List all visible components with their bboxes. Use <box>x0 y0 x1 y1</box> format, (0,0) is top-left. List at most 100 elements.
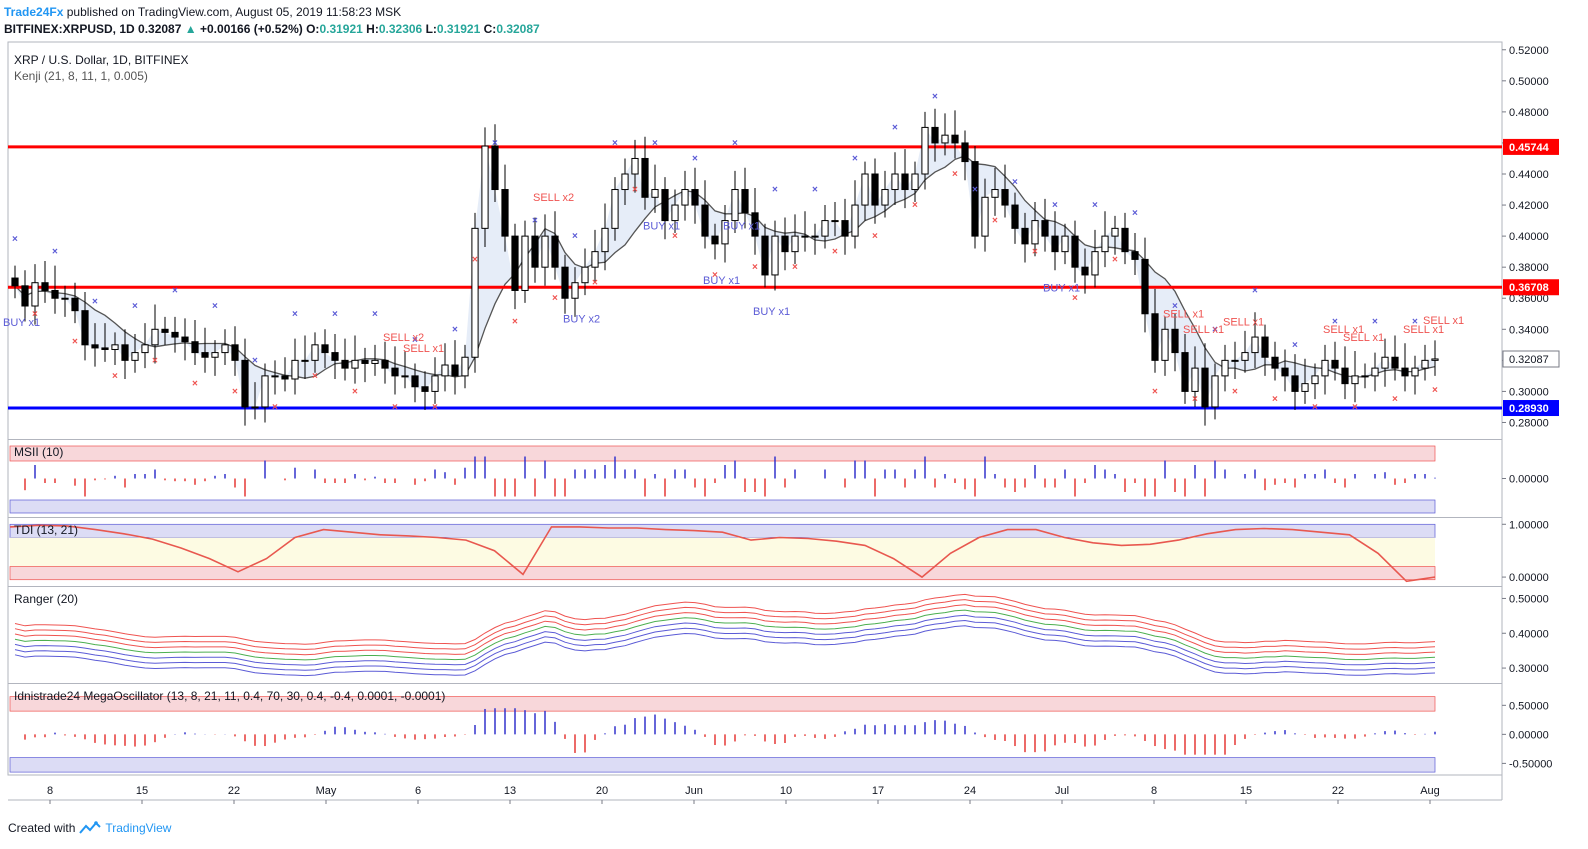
close-value: 0.32087 <box>496 22 540 36</box>
time-tick-label: 22 <box>1332 785 1344 797</box>
trade-marker: × <box>1272 394 1278 405</box>
candle-body <box>581 266 589 284</box>
candle-body <box>1241 352 1249 361</box>
candle-body <box>751 212 759 237</box>
candle-body <box>1121 227 1129 253</box>
candle-body <box>261 375 269 408</box>
candle-body <box>331 352 339 361</box>
up-arrow-icon: ▲ <box>184 22 197 36</box>
candle-body <box>1021 227 1029 245</box>
candle-body <box>1281 367 1289 377</box>
candle-body <box>51 289 59 299</box>
candle-body <box>1101 235 1109 253</box>
low-label: L: <box>425 22 437 36</box>
candle-body <box>241 359 249 408</box>
price-tick-label: 0.40000 <box>1509 231 1549 243</box>
pane-mega-tick-label: -0.50000 <box>1509 758 1552 770</box>
chart-header: Trade24Fx published on TradingView.com, … <box>4 4 540 38</box>
candle-body <box>1151 313 1159 361</box>
ranger-line-6 <box>14 625 1436 677</box>
trade-marker: × <box>672 231 678 242</box>
candle-body <box>801 235 809 238</box>
trade-marker: × <box>1412 317 1418 328</box>
last-price-tag <box>1502 350 1560 368</box>
candle-body <box>641 157 649 198</box>
trade-label: SELL x1 <box>1343 332 1384 344</box>
time-tick-label: 24 <box>964 785 976 797</box>
pane-mega-title: Idnistrade24 MegaOscillator (13, 8, 21, … <box>14 689 445 703</box>
trade-marker: × <box>432 402 438 413</box>
candle-body <box>951 134 959 144</box>
trade-label: SELL x1 <box>1423 315 1464 327</box>
candle-body <box>761 235 769 276</box>
candle-body <box>1031 220 1039 245</box>
trade-marker: × <box>92 296 98 307</box>
trade-marker: × <box>232 386 238 397</box>
candle-body <box>401 375 409 378</box>
tradingview-logo-icon <box>79 821 102 834</box>
candle-body <box>561 266 569 299</box>
tradingview-brand[interactable]: TradingView <box>105 821 172 835</box>
time-tick-label: 22 <box>228 785 240 797</box>
candle-body <box>1041 220 1049 237</box>
trade-marker: × <box>1152 386 1158 397</box>
candle-body <box>1161 328 1169 361</box>
candle-body <box>711 235 719 245</box>
candle-body <box>311 344 319 361</box>
trade-marker: × <box>1372 317 1378 328</box>
trade-marker: × <box>752 262 758 273</box>
candle-body <box>1051 235 1059 253</box>
created-with-text: Created with <box>8 821 76 835</box>
trade-marker: × <box>872 231 878 242</box>
trade-marker: × <box>612 138 618 149</box>
candle-body <box>1341 367 1349 385</box>
trade-marker: × <box>632 185 638 196</box>
trade-label: SELL x1 <box>1163 309 1204 321</box>
trade-marker: × <box>12 234 18 245</box>
candle-body <box>591 251 599 268</box>
msii-upper-zone <box>9 445 1436 462</box>
candle-body <box>721 220 729 245</box>
ranger-line-2 <box>14 604 1436 656</box>
candle-body <box>991 189 999 198</box>
trade-marker: × <box>1012 177 1018 188</box>
trade-label: SELL x1 <box>1183 324 1224 336</box>
candle-body <box>201 352 209 358</box>
candle-body <box>181 336 189 343</box>
trade-marker: × <box>292 309 298 320</box>
candle-body <box>551 235 559 268</box>
candle-body <box>291 359 299 380</box>
candle-body <box>371 359 379 364</box>
trade-marker: × <box>492 138 498 149</box>
candle-body <box>521 235 529 291</box>
candle-body <box>901 173 909 191</box>
candle-body <box>1271 356 1279 369</box>
candle-body <box>611 189 619 229</box>
price-tick-label: 0.52000 <box>1509 45 1549 57</box>
publisher-name[interactable]: Trade24Fx <box>4 5 64 19</box>
trade-marker: × <box>472 254 478 265</box>
pane-msii-tick-label: 0.00000 <box>1509 474 1549 486</box>
price-tick-label: 0.34000 <box>1509 324 1549 336</box>
time-tick-label: Jun <box>685 785 703 797</box>
pane-ranger-title: Ranger (20) <box>14 592 78 606</box>
candle-body <box>821 220 829 237</box>
trade-label: BUY x2 <box>563 314 600 326</box>
time-tick-label: 20 <box>596 785 608 797</box>
trade-marker: × <box>772 185 778 196</box>
candle-body <box>1201 367 1209 408</box>
candle-body <box>451 364 459 377</box>
trade-marker: × <box>112 371 118 382</box>
trade-marker: × <box>532 216 538 227</box>
trade-marker: × <box>132 301 138 312</box>
candle-body <box>1391 356 1399 369</box>
candle-body <box>1401 367 1409 377</box>
price-tick-label: 0.50000 <box>1509 76 1549 88</box>
candle-body <box>1171 328 1179 354</box>
candle-body <box>1381 356 1389 369</box>
level-tag-label-2: 0.28930 <box>1509 403 1549 415</box>
candle-body <box>1001 189 1009 206</box>
candle-body <box>1311 375 1319 385</box>
time-tick-label: 8 <box>1151 785 1157 797</box>
